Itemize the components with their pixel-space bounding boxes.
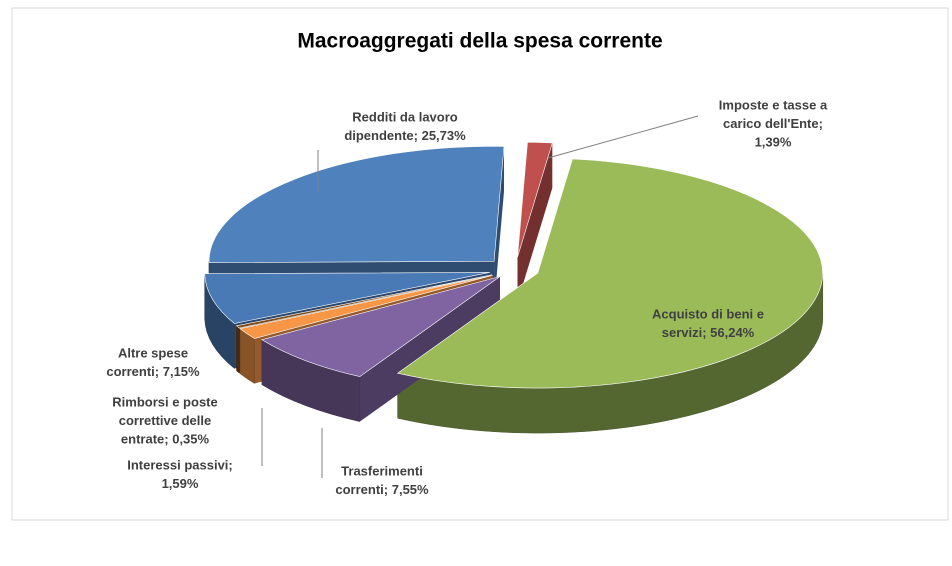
data-label: Acquisto di beni e: [652, 306, 764, 321]
slice-wall: [237, 326, 240, 373]
data-label: 1,39%: [755, 134, 792, 149]
data-label: entrate; 0,35%: [121, 431, 210, 446]
data-label: Rimborsi e poste: [112, 394, 217, 409]
data-label: servizi; 56,24%: [662, 325, 755, 340]
data-label: correnti; 7,15%: [106, 364, 200, 379]
chart-title: Macroaggregati della spesa corrente: [297, 30, 662, 53]
data-label: Redditi da lavoro: [352, 109, 458, 124]
data-label: Interessi passivi;: [127, 457, 233, 472]
data-label: correnti; 7,55%: [335, 482, 429, 497]
data-label: 1,59%: [162, 476, 199, 491]
data-label: Imposte e tasse a: [719, 97, 828, 112]
data-label: Altre spese: [118, 345, 188, 360]
data-label: dipendente; 25,73%: [344, 128, 466, 143]
data-label: carico dell'Ente;: [723, 116, 823, 131]
data-label: Trasferimenti: [341, 463, 423, 478]
data-label: correttive delle: [119, 413, 212, 428]
